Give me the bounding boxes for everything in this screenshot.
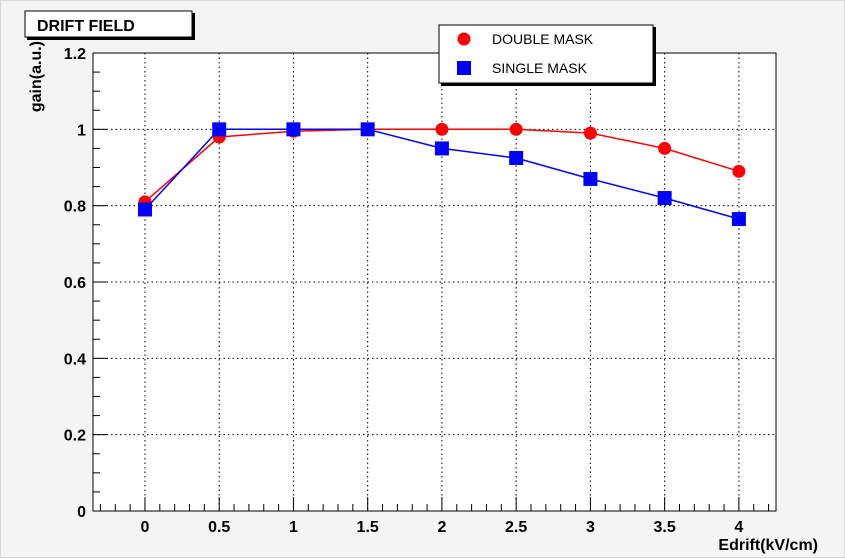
x-tick-label: 0 xyxy=(141,519,150,536)
data-point-single-mask xyxy=(360,122,375,137)
chart-title: DRIFT FIELD xyxy=(37,18,135,35)
y-tick-label: 0.6 xyxy=(64,275,86,292)
y-tick-label: 0 xyxy=(77,504,86,521)
data-point-double-mask xyxy=(658,141,672,155)
legend-label-double-mask: DOUBLE MASK xyxy=(492,31,594,47)
x-tick-label: 3.5 xyxy=(654,519,676,536)
data-point-single-mask xyxy=(731,212,746,227)
y-tick-labels: 0 0.2 0.4 0.6 0.8 1 1.2 xyxy=(64,46,86,521)
data-point-single-mask xyxy=(434,141,449,156)
x-tick-label: 3 xyxy=(586,519,595,536)
data-point-double-mask xyxy=(732,164,746,178)
x-tick-label: 1.5 xyxy=(357,519,379,536)
grid-lines xyxy=(93,53,776,511)
data-point-single-mask xyxy=(583,171,598,186)
data-point-single-mask xyxy=(286,122,301,137)
x-tick-label: 1 xyxy=(289,519,298,536)
y-axis-label: gain(a.u.) xyxy=(28,41,45,112)
y-tick-label: 0.4 xyxy=(64,351,86,368)
legend-label-single-mask: SINGLE MASK xyxy=(492,60,588,76)
data-point-double-mask xyxy=(583,126,597,140)
y-tick-label: 0.2 xyxy=(64,428,86,445)
y-tick-label: 0.8 xyxy=(64,199,86,216)
series-group xyxy=(137,122,746,227)
x-tick-label: 2.5 xyxy=(505,519,527,536)
x-tick-labels: 0 0.5 1 1.5 2 2.5 3 3.5 4 xyxy=(141,519,744,536)
data-point-double-mask xyxy=(435,122,449,136)
data-point-single-mask xyxy=(657,191,672,206)
x-axis-label: Edrift(kV/cm) xyxy=(718,537,818,554)
legend: DOUBLE MASK SINGLE MASK xyxy=(438,24,656,86)
x-tick-label: 4 xyxy=(734,519,743,536)
y-tick-label: 1.2 xyxy=(64,46,86,63)
data-point-single-mask xyxy=(137,202,152,217)
data-point-single-mask xyxy=(212,122,227,137)
legend-marker-double-mask xyxy=(457,32,471,46)
data-point-double-mask xyxy=(509,122,523,136)
x-tick-label: 0.5 xyxy=(208,519,230,536)
y-tick-label: 1 xyxy=(77,122,86,139)
title-box: DRIFT FIELD xyxy=(24,10,195,40)
axis-ticks xyxy=(93,52,770,512)
data-point-single-mask xyxy=(509,150,524,165)
x-tick-label: 2 xyxy=(437,519,446,536)
legend-marker-single-mask xyxy=(457,61,471,75)
